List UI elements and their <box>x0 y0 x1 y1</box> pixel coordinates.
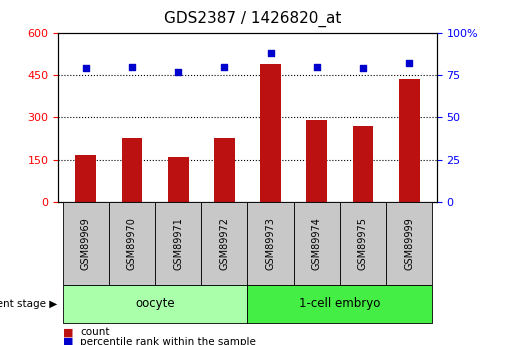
Bar <box>168 157 188 202</box>
Text: GSM89969: GSM89969 <box>81 217 91 269</box>
Text: GSM89974: GSM89974 <box>312 217 322 270</box>
Text: count: count <box>80 327 110 337</box>
Point <box>220 64 228 69</box>
Text: GSM89971: GSM89971 <box>173 217 183 270</box>
Text: percentile rank within the sample: percentile rank within the sample <box>80 337 256 345</box>
Point <box>313 64 321 69</box>
Point <box>405 60 413 66</box>
Bar <box>122 138 142 202</box>
Bar <box>214 138 235 202</box>
Point <box>267 50 275 56</box>
Text: oocyte: oocyte <box>135 297 175 310</box>
Text: GSM89975: GSM89975 <box>358 217 368 270</box>
Text: ■: ■ <box>63 337 73 345</box>
Point <box>128 64 136 69</box>
Bar <box>399 79 420 202</box>
Text: GDS2387 / 1426820_at: GDS2387 / 1426820_at <box>164 10 341 27</box>
Bar <box>75 155 96 202</box>
Bar <box>352 126 373 202</box>
Point <box>359 66 367 71</box>
Text: GSM89999: GSM89999 <box>404 217 414 269</box>
Text: GSM89973: GSM89973 <box>266 217 276 270</box>
Text: development stage ▶: development stage ▶ <box>0 299 58 308</box>
Point <box>82 66 90 71</box>
Bar <box>307 120 327 202</box>
Text: GSM89970: GSM89970 <box>127 217 137 270</box>
Text: GSM89972: GSM89972 <box>219 217 229 270</box>
Text: ■: ■ <box>63 327 73 337</box>
Bar <box>260 64 281 202</box>
Text: 1-cell embryo: 1-cell embryo <box>299 297 380 310</box>
Point <box>174 69 182 75</box>
